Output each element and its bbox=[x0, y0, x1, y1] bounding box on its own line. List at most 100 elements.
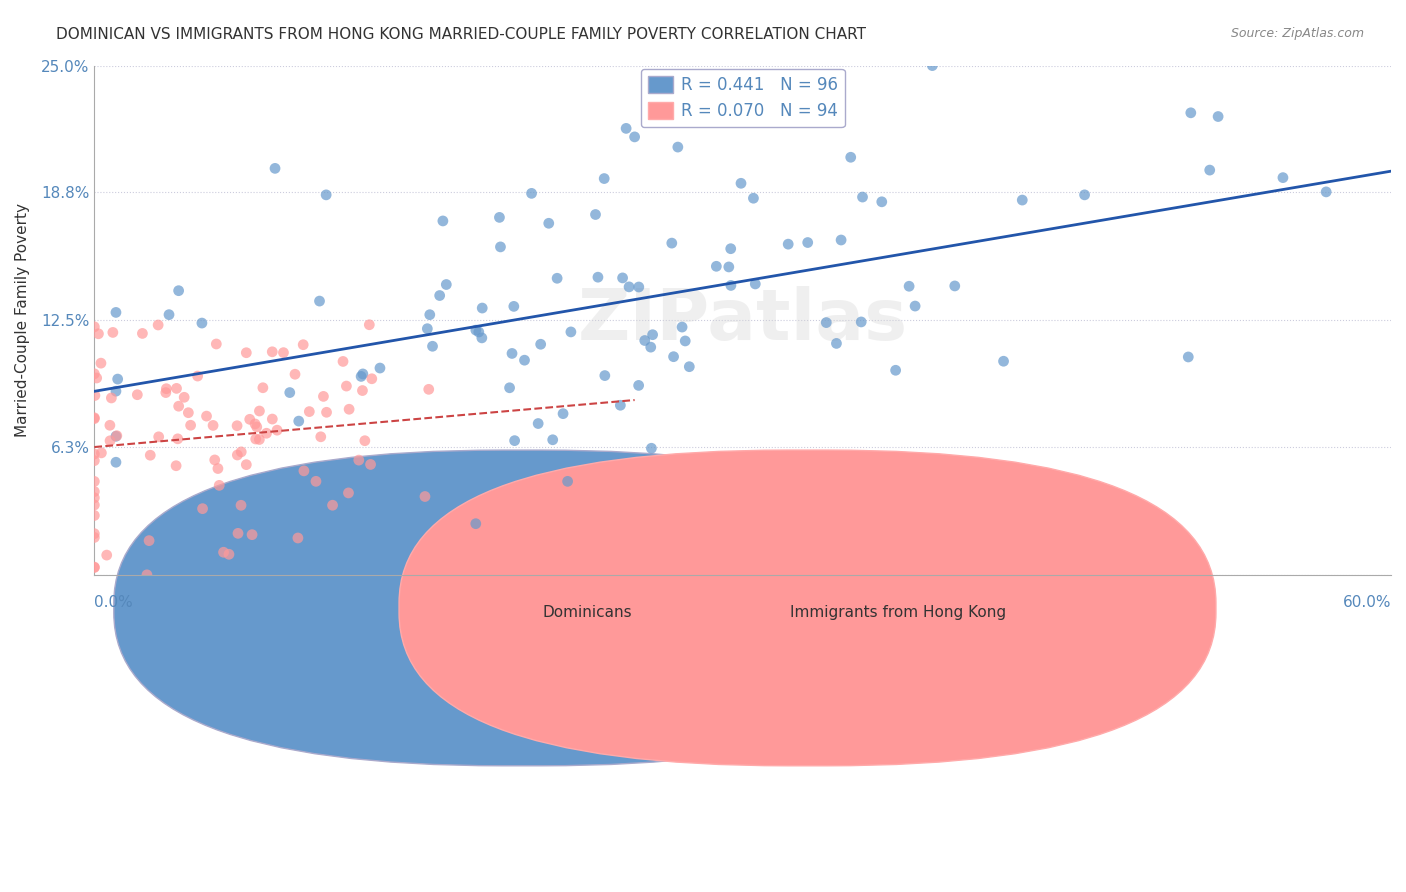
Point bbox=[1011, 193, 1033, 207]
Point bbox=[513, 353, 536, 368]
Point bbox=[83, 410, 105, 425]
Point bbox=[312, 389, 335, 403]
Point bbox=[537, 216, 560, 230]
Point bbox=[101, 326, 124, 340]
Point bbox=[308, 294, 330, 309]
Point bbox=[350, 369, 373, 384]
Point bbox=[503, 434, 526, 448]
Point bbox=[104, 384, 127, 399]
Point bbox=[416, 321, 439, 335]
Point bbox=[83, 526, 105, 541]
Point bbox=[662, 350, 685, 364]
Point bbox=[1315, 185, 1337, 199]
Point bbox=[612, 271, 634, 285]
Point bbox=[249, 404, 271, 418]
Point bbox=[720, 278, 742, 293]
Point bbox=[337, 486, 360, 500]
Point bbox=[434, 277, 457, 292]
Point bbox=[742, 191, 765, 205]
Point bbox=[530, 337, 553, 351]
Point bbox=[464, 516, 486, 531]
Point bbox=[360, 372, 382, 386]
Point bbox=[139, 448, 162, 462]
Point bbox=[359, 318, 381, 332]
Point bbox=[287, 531, 309, 545]
Point bbox=[993, 354, 1015, 368]
Point bbox=[83, 531, 105, 545]
Point bbox=[1271, 170, 1294, 185]
Point bbox=[83, 491, 105, 505]
Point bbox=[207, 461, 229, 475]
Point bbox=[266, 423, 288, 437]
Point bbox=[609, 398, 631, 412]
Point bbox=[661, 236, 683, 251]
Point bbox=[315, 187, 337, 202]
Point bbox=[83, 498, 105, 512]
Point bbox=[884, 363, 907, 377]
Legend: R = 0.441   N = 96, R = 0.070   N = 94: R = 0.441 N = 96, R = 0.070 N = 94 bbox=[641, 69, 845, 127]
Point bbox=[83, 447, 105, 461]
Point bbox=[167, 399, 190, 413]
Point bbox=[292, 337, 315, 351]
Point bbox=[744, 277, 766, 291]
Text: DOMINICAN VS IMMIGRANTS FROM HONG KONG MARRIED-COUPLE FAMILY POVERTY CORRELATION: DOMINICAN VS IMMIGRANTS FROM HONG KONG M… bbox=[56, 27, 866, 42]
Point bbox=[284, 368, 307, 382]
Point bbox=[717, 260, 740, 274]
Point bbox=[586, 270, 609, 285]
Point bbox=[418, 382, 440, 396]
Text: Immigrants from Hong Kong: Immigrants from Hong Kong bbox=[790, 606, 1007, 621]
Text: 0.0%: 0.0% bbox=[94, 595, 134, 610]
Point bbox=[86, 371, 108, 385]
Point bbox=[640, 340, 662, 354]
Point bbox=[166, 432, 188, 446]
Point bbox=[730, 176, 752, 190]
Point bbox=[229, 498, 252, 512]
Text: 60.0%: 60.0% bbox=[1343, 595, 1391, 610]
Point bbox=[678, 359, 700, 374]
Point bbox=[83, 560, 105, 574]
Point bbox=[84, 388, 107, 402]
Point bbox=[195, 409, 218, 423]
Point bbox=[1180, 105, 1202, 120]
Point bbox=[148, 430, 170, 444]
Point bbox=[489, 240, 512, 254]
Point bbox=[287, 414, 309, 428]
Point bbox=[617, 280, 640, 294]
Point bbox=[240, 527, 263, 541]
Point bbox=[429, 288, 451, 302]
Point bbox=[585, 207, 607, 221]
Point bbox=[1206, 110, 1229, 124]
Point bbox=[353, 434, 375, 448]
Point bbox=[627, 280, 650, 294]
Point bbox=[246, 420, 269, 434]
Point bbox=[614, 121, 637, 136]
Point bbox=[138, 533, 160, 548]
Point bbox=[167, 284, 190, 298]
Point bbox=[815, 316, 838, 330]
Point bbox=[851, 190, 873, 204]
Point bbox=[231, 445, 253, 459]
Point bbox=[87, 326, 110, 341]
Point bbox=[245, 432, 267, 446]
Point bbox=[100, 391, 122, 405]
Point bbox=[166, 381, 188, 395]
Point bbox=[226, 448, 249, 462]
Point bbox=[627, 378, 650, 392]
Point bbox=[305, 475, 328, 489]
Point bbox=[527, 417, 550, 431]
Point bbox=[96, 548, 118, 562]
Point bbox=[541, 433, 564, 447]
Point bbox=[212, 545, 235, 559]
Point bbox=[202, 418, 225, 433]
Point bbox=[83, 411, 105, 425]
Point bbox=[205, 337, 228, 351]
Point bbox=[83, 453, 105, 467]
Point bbox=[90, 356, 112, 370]
Point bbox=[464, 323, 486, 337]
Point bbox=[292, 464, 315, 478]
Point bbox=[83, 475, 105, 489]
Point bbox=[640, 442, 662, 456]
Text: Dominicans: Dominicans bbox=[543, 606, 631, 621]
Point bbox=[593, 368, 616, 383]
Point bbox=[332, 354, 354, 368]
